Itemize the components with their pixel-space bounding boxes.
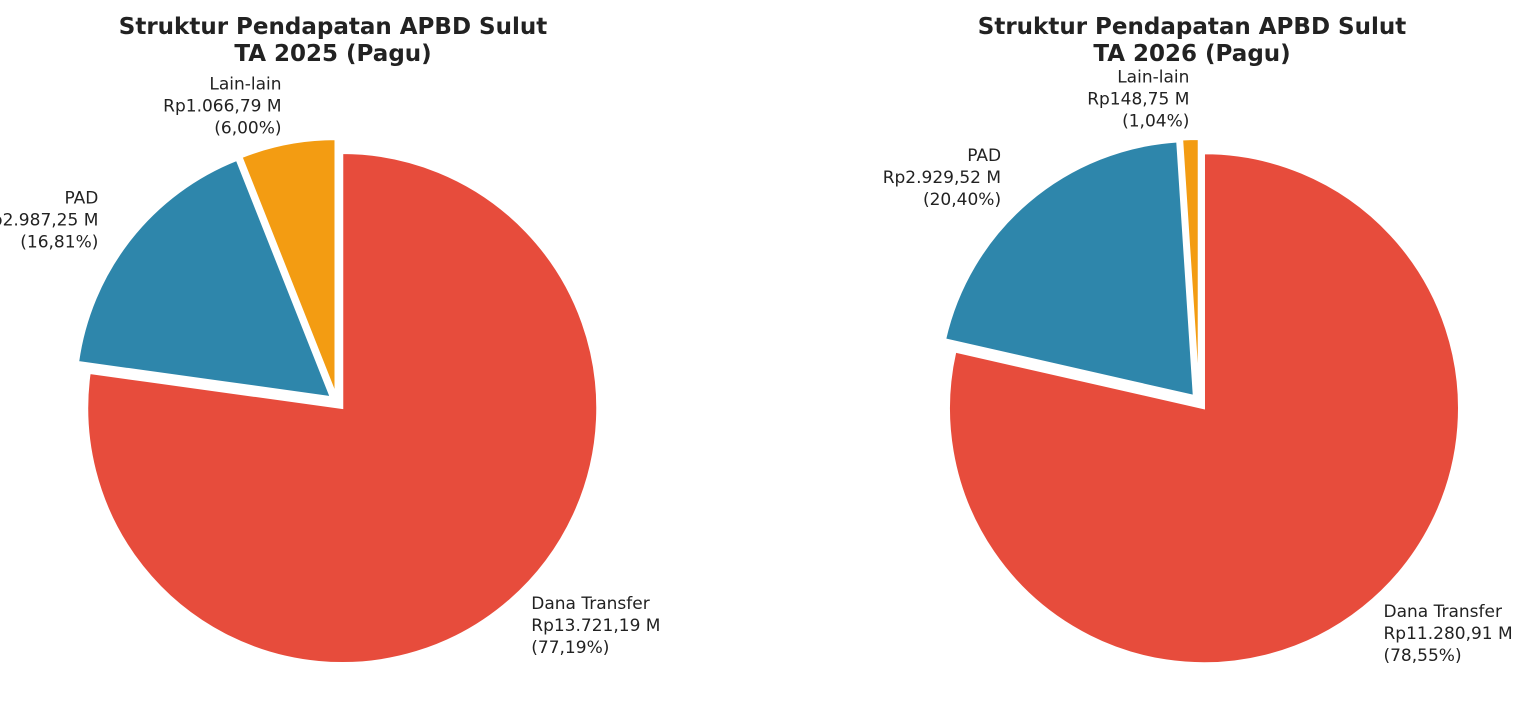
slice-label-lain-lain: Lain-lain Rp1.066,79 M (6,00%): [163, 74, 281, 138]
slice-label-percent: (1,04%): [1122, 111, 1189, 131]
slice-label-dana-transfer: Dana Transfer Rp11.280,91 M (78,55%): [1383, 602, 1512, 666]
slice-label-lain-lain: Lain-lain Rp148,75 M (1,04%): [1087, 67, 1189, 131]
slice-label-value: Rp148,75 M: [1087, 89, 1189, 109]
chart-title-line: Struktur Pendapatan APBD Sulut: [119, 14, 547, 40]
slice-label-percent: (78,55%): [1383, 646, 1461, 666]
slice-label-name: Lain-lain: [1117, 67, 1189, 87]
slice-label-pad: PAD Rp2.929,52 M (20,40%): [883, 146, 1001, 210]
slice-label-dana-transfer: Dana Transfer Rp13.721,19 M (77,19%): [531, 594, 660, 658]
slice-label-name: PAD: [64, 188, 98, 208]
slice-label-percent: (77,19%): [531, 638, 609, 658]
chart-title: Struktur Pendapatan APBD Sulut TA 2026 (P…: [978, 14, 1406, 67]
chart-title-line: TA 2025 (Pagu): [234, 41, 431, 67]
slice-label-value: Rp13.721,19 M: [531, 616, 660, 636]
pie-slice-pad: [943, 140, 1195, 398]
slice-label-percent: (6,00%): [214, 118, 281, 138]
pie-slice-lain-lain: [1181, 138, 1200, 395]
slice-label-value: Rp2.929,52 M: [883, 168, 1001, 188]
pie-slice-pad: [76, 158, 333, 399]
pie-slice-dana-transfer: [948, 152, 1460, 665]
slice-label-name: PAD: [967, 146, 1001, 166]
slice-label-value: Rp2.987,25 M: [0, 210, 98, 230]
pie-slice-lain-lain: [240, 138, 337, 395]
slice-label-percent: (16,81%): [20, 232, 98, 252]
chart-title: Struktur Pendapatan APBD Sulut TA 2025 (P…: [119, 14, 547, 67]
pie-slice-dana-transfer: [86, 152, 599, 665]
slice-label-percent: (20,40%): [923, 190, 1001, 210]
slice-label-name: Lain-lain: [209, 74, 281, 94]
chart-title-line: Struktur Pendapatan APBD Sulut: [978, 14, 1406, 40]
slice-label-name: Dana Transfer: [531, 594, 649, 614]
slice-label-name: Dana Transfer: [1383, 602, 1501, 622]
slice-label-value: Rp11.280,91 M: [1383, 624, 1512, 644]
chart-title-line: TA 2026 (Pagu): [1093, 41, 1290, 67]
slice-label-value: Rp1.066,79 M: [163, 96, 281, 116]
